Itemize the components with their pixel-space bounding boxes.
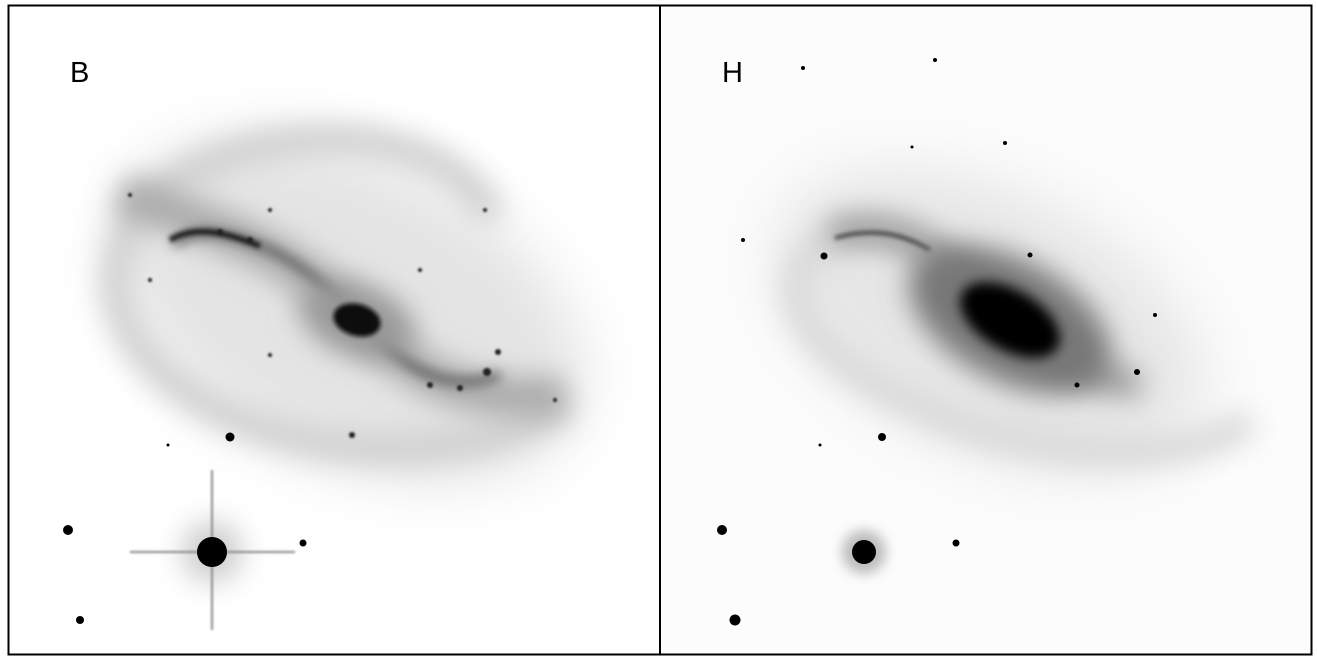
panel-label: B: [70, 57, 89, 89]
panel-label: H: [722, 57, 743, 89]
b-band-image: [9, 6, 659, 654]
h-band-image: [661, 6, 1311, 654]
